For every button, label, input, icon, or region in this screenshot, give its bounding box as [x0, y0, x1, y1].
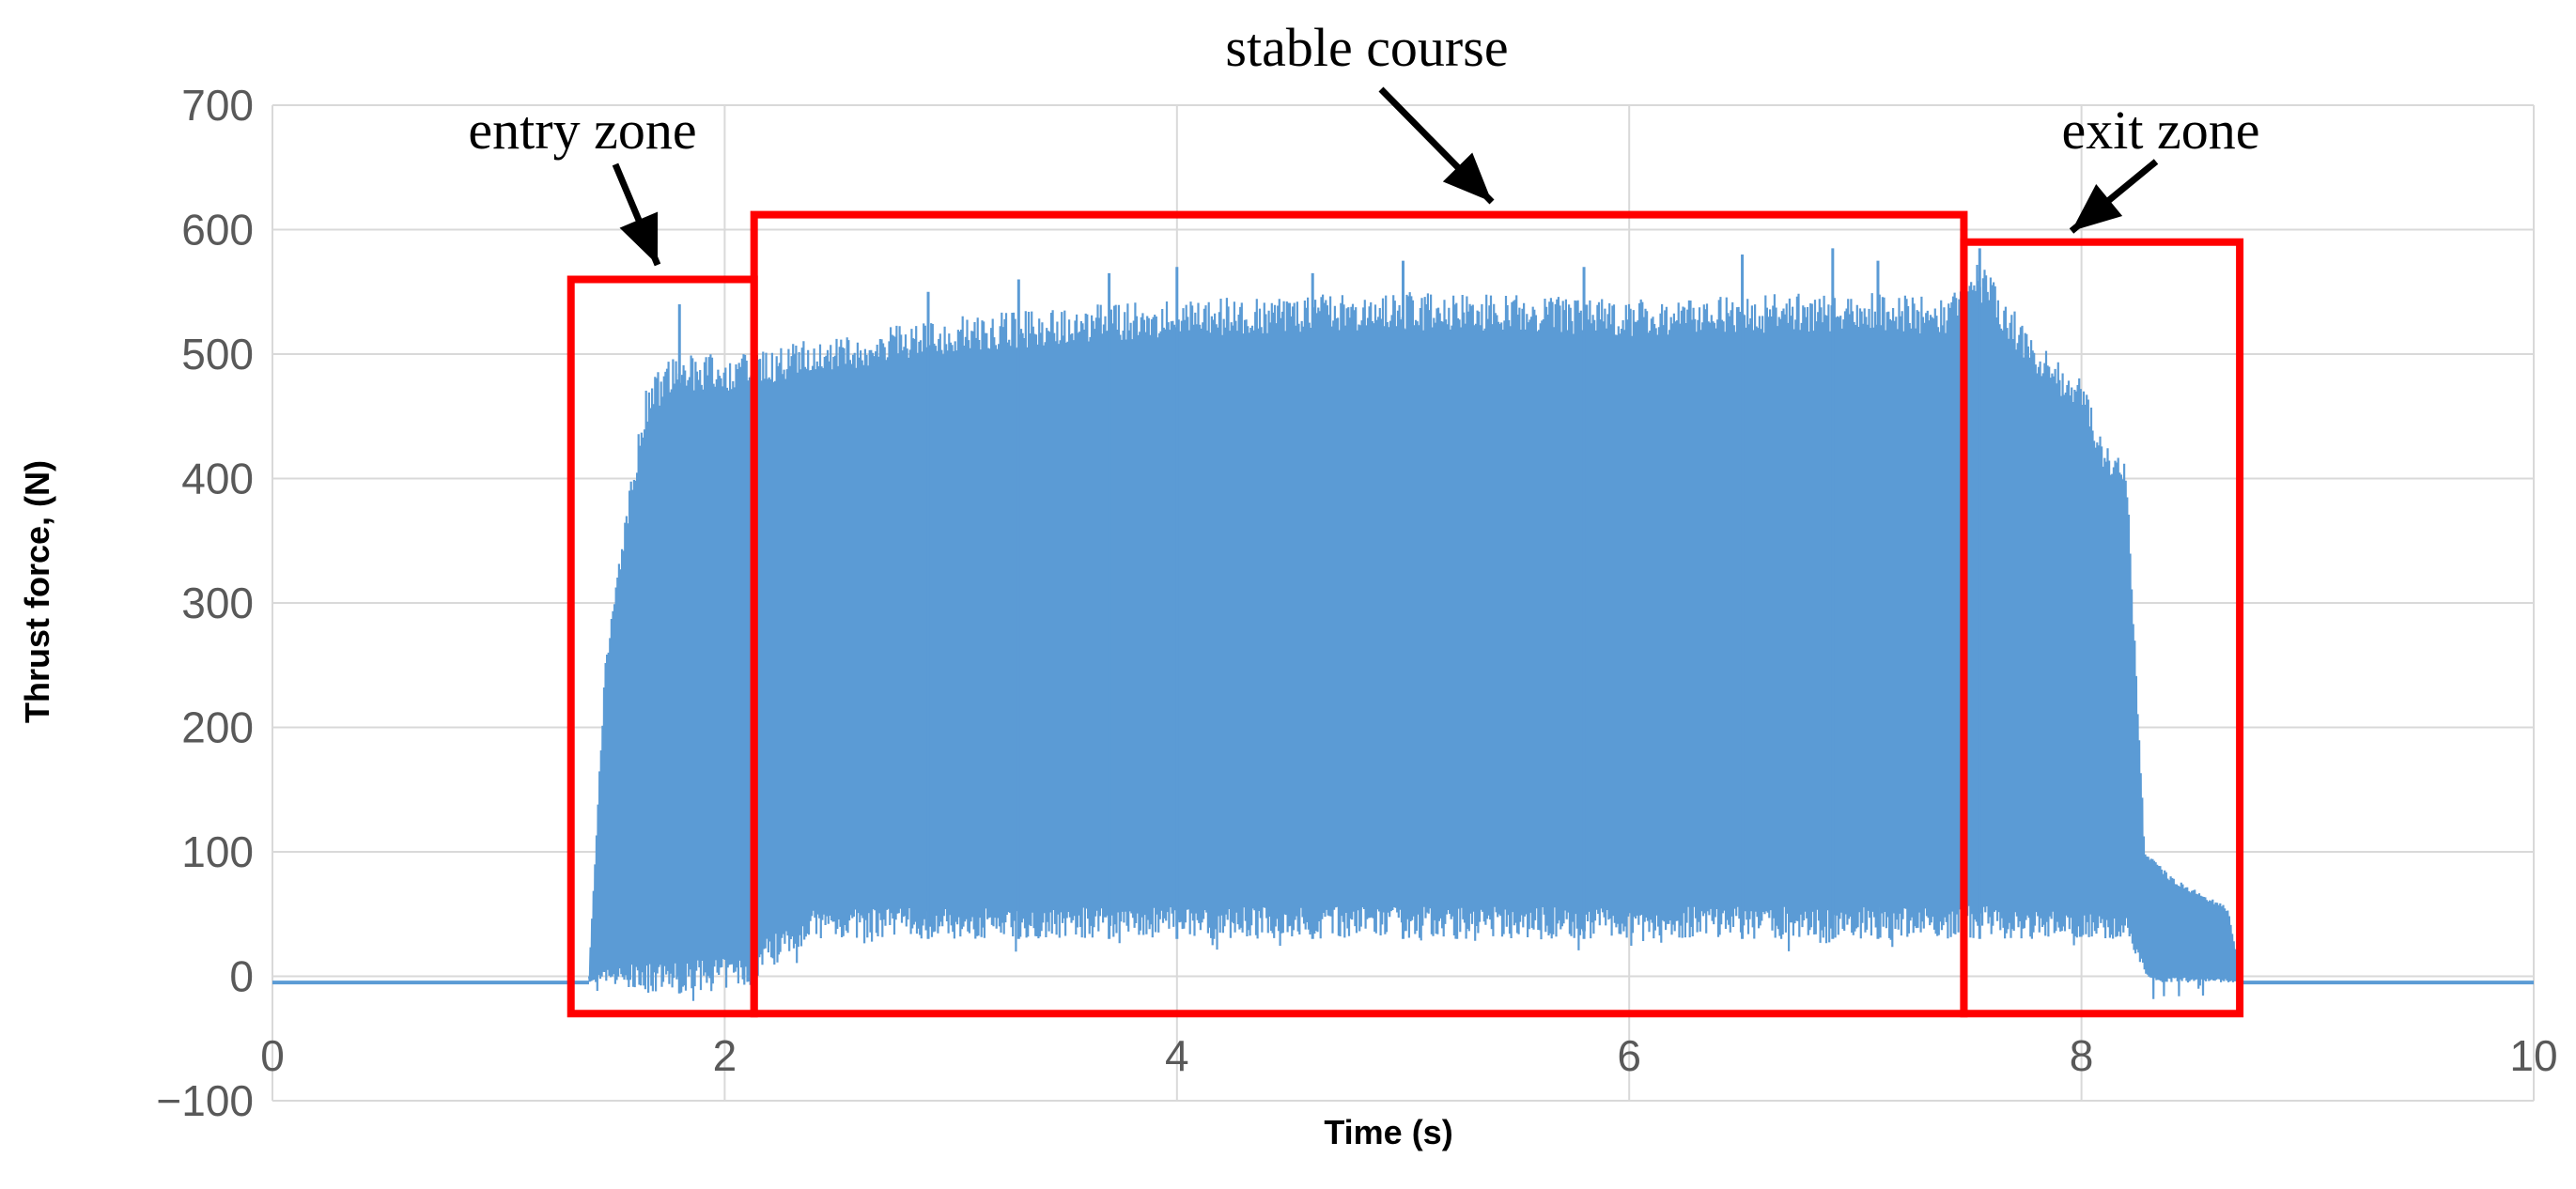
x-tick-label: 10 — [2509, 1031, 2557, 1080]
zone-arrow-head — [1442, 152, 1492, 202]
zone-boxes: entry zone stable course exit zone — [468, 17, 2260, 1018]
y-tick-label: 400 — [181, 455, 254, 503]
zone-arrow-head — [619, 211, 659, 265]
x-tick-label: 0 — [260, 1031, 285, 1080]
y-tick-label: 200 — [181, 703, 254, 752]
x-tick-label: 6 — [1617, 1031, 1641, 1080]
y-tick-label: 300 — [181, 579, 254, 627]
y-tick-label: 700 — [181, 81, 254, 130]
zone-box — [1960, 238, 2244, 1018]
zone-label: entry zone — [468, 100, 696, 161]
y-axis-title: Thrust force, (N) — [18, 460, 56, 723]
annotation-arrows — [612, 86, 2159, 267]
zone-label: exit zone — [2062, 100, 2260, 161]
series-oscillation — [587, 264, 2242, 1001]
zone-label: stable course — [1225, 17, 1508, 78]
x-tick-label: 8 — [2070, 1031, 2094, 1080]
y-tick-label: 100 — [181, 827, 254, 876]
x-axis-title: Time (s) — [1324, 1113, 1452, 1151]
y-tick-label: 0 — [229, 952, 254, 1001]
y-tick-label: −100 — [156, 1076, 254, 1125]
x-tick-label: 2 — [713, 1031, 737, 1080]
x-tick-label: 4 — [1165, 1031, 1189, 1080]
y-tick-label: 600 — [181, 206, 254, 255]
y-tick-label: 500 — [181, 330, 254, 378]
zone-arrow-head — [2072, 183, 2123, 231]
series-area — [272, 248, 2534, 1001]
